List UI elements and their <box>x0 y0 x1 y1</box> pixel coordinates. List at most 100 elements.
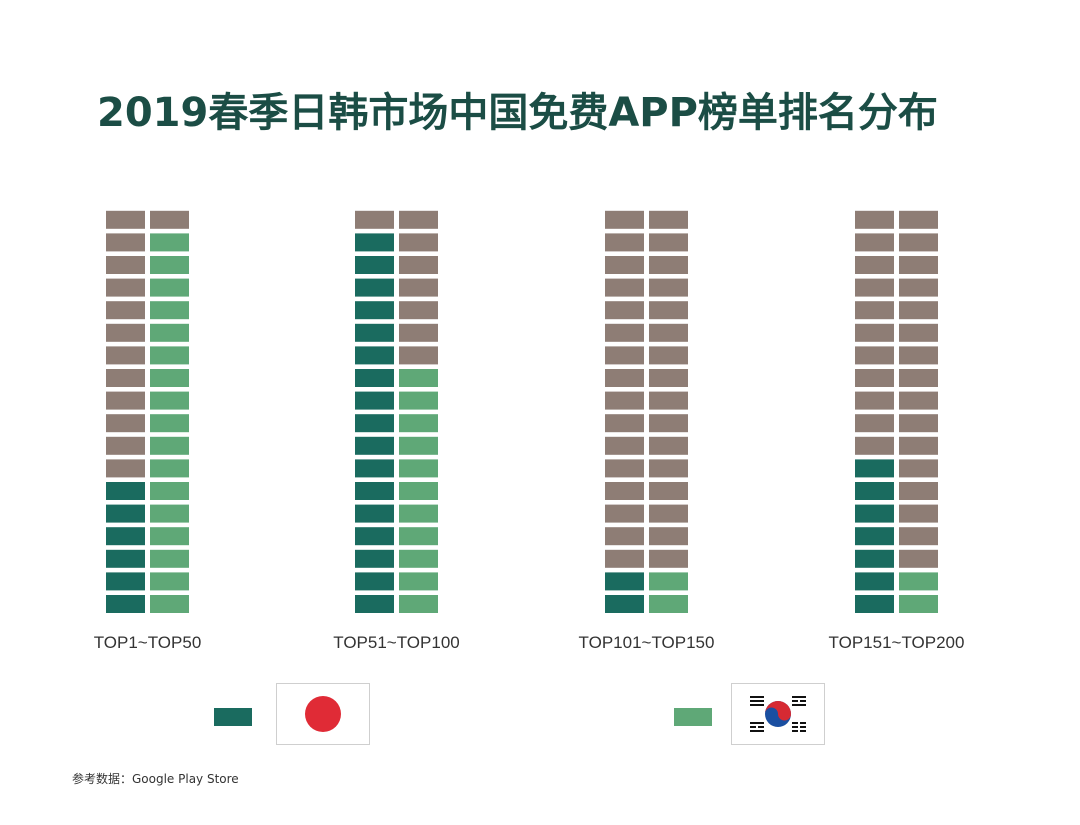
brick-korea <box>649 572 688 591</box>
brick-other <box>106 323 145 342</box>
brick-other <box>605 414 644 433</box>
brick-other <box>399 256 438 274</box>
brick-korea <box>150 595 189 613</box>
brick-other <box>649 369 688 387</box>
brick-japan <box>106 595 145 613</box>
brick-other <box>106 278 145 297</box>
brick-korea <box>150 549 189 568</box>
brick-korea <box>150 391 189 410</box>
brick-japan <box>106 504 145 523</box>
legend-swatch-japan <box>214 708 252 726</box>
brick-korea <box>399 504 438 523</box>
brick-korea <box>899 595 938 613</box>
brick-other <box>106 436 145 455</box>
brick-japan <box>355 233 394 252</box>
brick-other <box>855 346 894 365</box>
brick-other <box>855 436 894 455</box>
brick-other <box>855 323 894 342</box>
brick-other <box>399 278 438 297</box>
brick-other <box>649 459 688 478</box>
brick-other <box>855 301 894 320</box>
brick-japan <box>855 549 894 568</box>
brick-korea <box>399 572 438 591</box>
brick-korea <box>399 391 438 410</box>
brick-other <box>899 233 938 252</box>
brick-japan <box>605 595 644 613</box>
brick-other <box>106 346 145 365</box>
brick-other <box>649 391 688 410</box>
brick-other <box>855 278 894 297</box>
category-label: TOP1~TOP50 <box>94 633 202 652</box>
brick-other <box>649 323 688 342</box>
brick-other <box>899 414 938 433</box>
brick-other <box>649 549 688 568</box>
brick-other <box>605 323 644 342</box>
brick-korea <box>399 549 438 568</box>
brick-other <box>899 369 938 387</box>
brick-japan <box>106 482 145 500</box>
brick-japan <box>855 572 894 591</box>
brick-korea <box>399 436 438 455</box>
brick-korea <box>150 323 189 342</box>
japan-flag-graphic <box>305 696 341 732</box>
brick-japan <box>855 595 894 613</box>
brick-other <box>649 482 688 500</box>
brick-other <box>605 482 644 500</box>
brick-other <box>855 369 894 387</box>
brick-other <box>605 278 644 297</box>
brick-korea <box>150 572 189 591</box>
brick-other <box>150 210 189 229</box>
brick-japan <box>355 572 394 591</box>
brick-japan <box>106 527 145 546</box>
brick-korea <box>150 504 189 523</box>
brick-japan <box>355 369 394 387</box>
brick-japan <box>855 459 894 478</box>
brick-other <box>399 233 438 252</box>
brick-japan <box>355 527 394 546</box>
korea-flag-graphic <box>750 696 806 732</box>
brick-other <box>106 210 145 229</box>
brick-japan <box>355 595 394 613</box>
brick-korea <box>150 459 189 478</box>
brick-korea <box>649 595 688 613</box>
brick-other <box>355 210 394 229</box>
data-source-note: 参考数据：Google Play Store <box>72 772 239 786</box>
brick-japan <box>355 278 394 297</box>
brick-other <box>106 391 145 410</box>
brick-japan <box>106 572 145 591</box>
brick-other <box>899 391 938 410</box>
brick-other <box>649 233 688 252</box>
brick-korea <box>150 233 189 252</box>
brick-other <box>649 278 688 297</box>
brick-other <box>899 436 938 455</box>
brick-other <box>899 459 938 478</box>
brick-other <box>605 459 644 478</box>
brick-japan <box>355 504 394 523</box>
brick-other <box>855 414 894 433</box>
brick-other <box>605 233 644 252</box>
legend-swatch-korea <box>674 708 712 726</box>
brick-japan <box>355 391 394 410</box>
brick-other <box>899 278 938 297</box>
category-label: TOP151~TOP200 <box>829 633 965 652</box>
brick-other <box>605 346 644 365</box>
brick-other <box>899 504 938 523</box>
korea-flag-icon <box>731 683 825 745</box>
brick-korea <box>399 595 438 613</box>
brick-other <box>855 391 894 410</box>
brick-japan <box>605 572 644 591</box>
brick-other <box>605 369 644 387</box>
brick-korea <box>150 369 189 387</box>
japan-flag-icon <box>276 683 370 745</box>
brick-japan <box>355 301 394 320</box>
brick-japan <box>106 549 145 568</box>
brick-other <box>399 323 438 342</box>
brick-korea <box>899 572 938 591</box>
rank-distribution-chart: TOP1~TOP50 TOP51~TOP100 TOP101~TOP150 TOP15… <box>94 210 965 652</box>
category-label: TOP51~TOP100 <box>333 633 459 652</box>
brick-other <box>106 256 145 274</box>
brick-other <box>649 436 688 455</box>
brick-japan <box>355 414 394 433</box>
brick-other <box>106 233 145 252</box>
brick-other <box>106 369 145 387</box>
